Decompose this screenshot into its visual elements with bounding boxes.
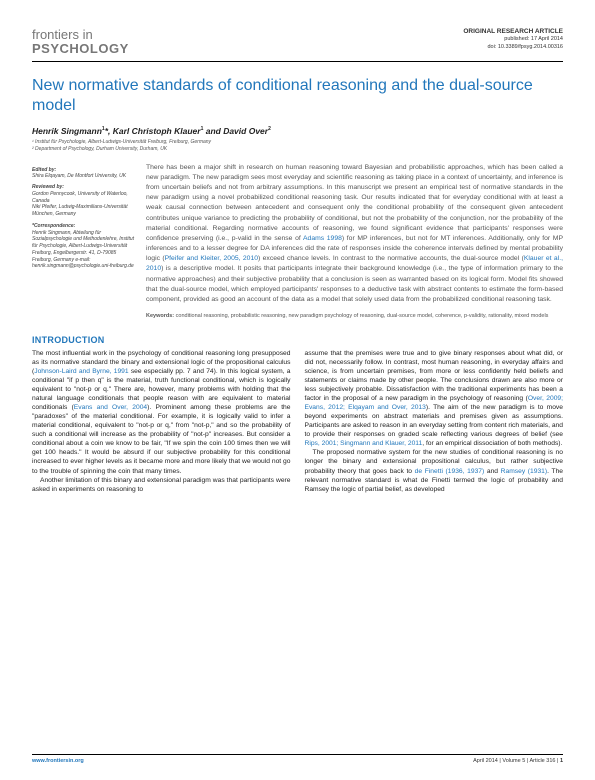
abstract: There has been a major shift in research… [146, 163, 563, 321]
reviewer: Gordon Pennycook, University of Waterloo… [32, 191, 134, 205]
footer-citation: April 2014 | Volume 5 | Article 316 | 1 [473, 758, 563, 764]
affiliations: ¹ Institut für Psychologie, Albert-Ludwi… [32, 139, 563, 153]
footer-url[interactable]: www.frontiersin.org [32, 758, 84, 764]
editorial-sidebar: Edited by: Shira Elqayam, De Montfort Un… [32, 163, 134, 321]
journal-logo: frontiers in PSYCHOLOGY [32, 28, 129, 57]
journal-line1: frontiers in [32, 28, 129, 42]
journal-line2: PSYCHOLOGY [32, 42, 129, 56]
page-footer: www.frontiersin.org April 2014 | Volume … [32, 754, 563, 764]
abstract-text: There has been a major shift in research… [146, 164, 563, 242]
citation-link[interactable]: de Finetti (1936, 1937) [415, 468, 485, 475]
citation-link[interactable]: Pfeifer and Kleiter, 2005, 2010 [165, 255, 258, 262]
body-text: ). Prominent among these problems are th… [32, 404, 291, 474]
citation-link[interactable]: Rips, 2001; Singmann and Klauer, 2011 [305, 440, 423, 447]
article-type: ORIGINAL RESEARCH ARTICLE [463, 28, 563, 36]
body-column-right: assume that the premises were true and t… [305, 349, 564, 494]
affiliation: ¹ Institut für Psychologie, Albert-Ludwi… [32, 139, 563, 146]
correspondence: Henrik Singmann, Abteilung für Sozialpsy… [32, 230, 134, 271]
affiliation: ² Department of Psychology, Durham Unive… [32, 146, 563, 153]
section-heading-introduction: INTRODUCTION [32, 335, 563, 345]
header-meta: ORIGINAL RESEARCH ARTICLE published: 17 … [463, 28, 563, 51]
author-list: Henrik Singmann1*, Karl Christoph Klauer… [32, 126, 563, 136]
body-column-left: The most influential work in the psychol… [32, 349, 291, 494]
body-text: , for an empirical dissociation of both … [422, 440, 562, 447]
article-title: New normative standards of conditional r… [32, 76, 563, 116]
citation-link[interactable]: Ramsey (1931) [501, 468, 547, 475]
pub-date: published: 17 April 2014 [463, 36, 563, 43]
abstract-text: ) exceed chance levels. In contrast to t… [258, 255, 524, 262]
editor: Shira Elqayam, De Montfort University, U… [32, 173, 134, 180]
keywords: Keywords: conditional reasoning, probabi… [146, 313, 563, 321]
body-text: assume that the premises were true and t… [305, 350, 564, 402]
doi: doi: 10.3389/fpsyg.2014.00316 [463, 44, 563, 51]
citation-link[interactable]: Evans and Over, 2004 [74, 404, 147, 411]
abstract-text: ) is a descriptive model. It posits that… [146, 265, 563, 303]
body-columns: The most influential work in the psychol… [32, 349, 563, 494]
body-text: Another limitation of this binary and ex… [32, 476, 291, 494]
keywords-list: conditional reasoning, probabilistic rea… [176, 313, 549, 319]
reviewed-by-label: Reviewed by: [32, 184, 134, 191]
body-text: and [484, 468, 500, 475]
correspondence-label: *Correspondence: [32, 223, 134, 230]
page-header: frontiers in PSYCHOLOGY ORIGINAL RESEARC… [32, 28, 563, 62]
citation-link[interactable]: Adams 1998 [303, 235, 342, 242]
reviewer: Niki Pfeifer, Ludwig-Maximilians-Univers… [32, 204, 134, 218]
citation-link[interactable]: Johnson-Laird and Byrne, 1991 [34, 368, 128, 375]
edited-by-label: Edited by: [32, 167, 134, 174]
keywords-label: Keywords: [146, 313, 174, 319]
page-number: 1 [560, 758, 563, 764]
